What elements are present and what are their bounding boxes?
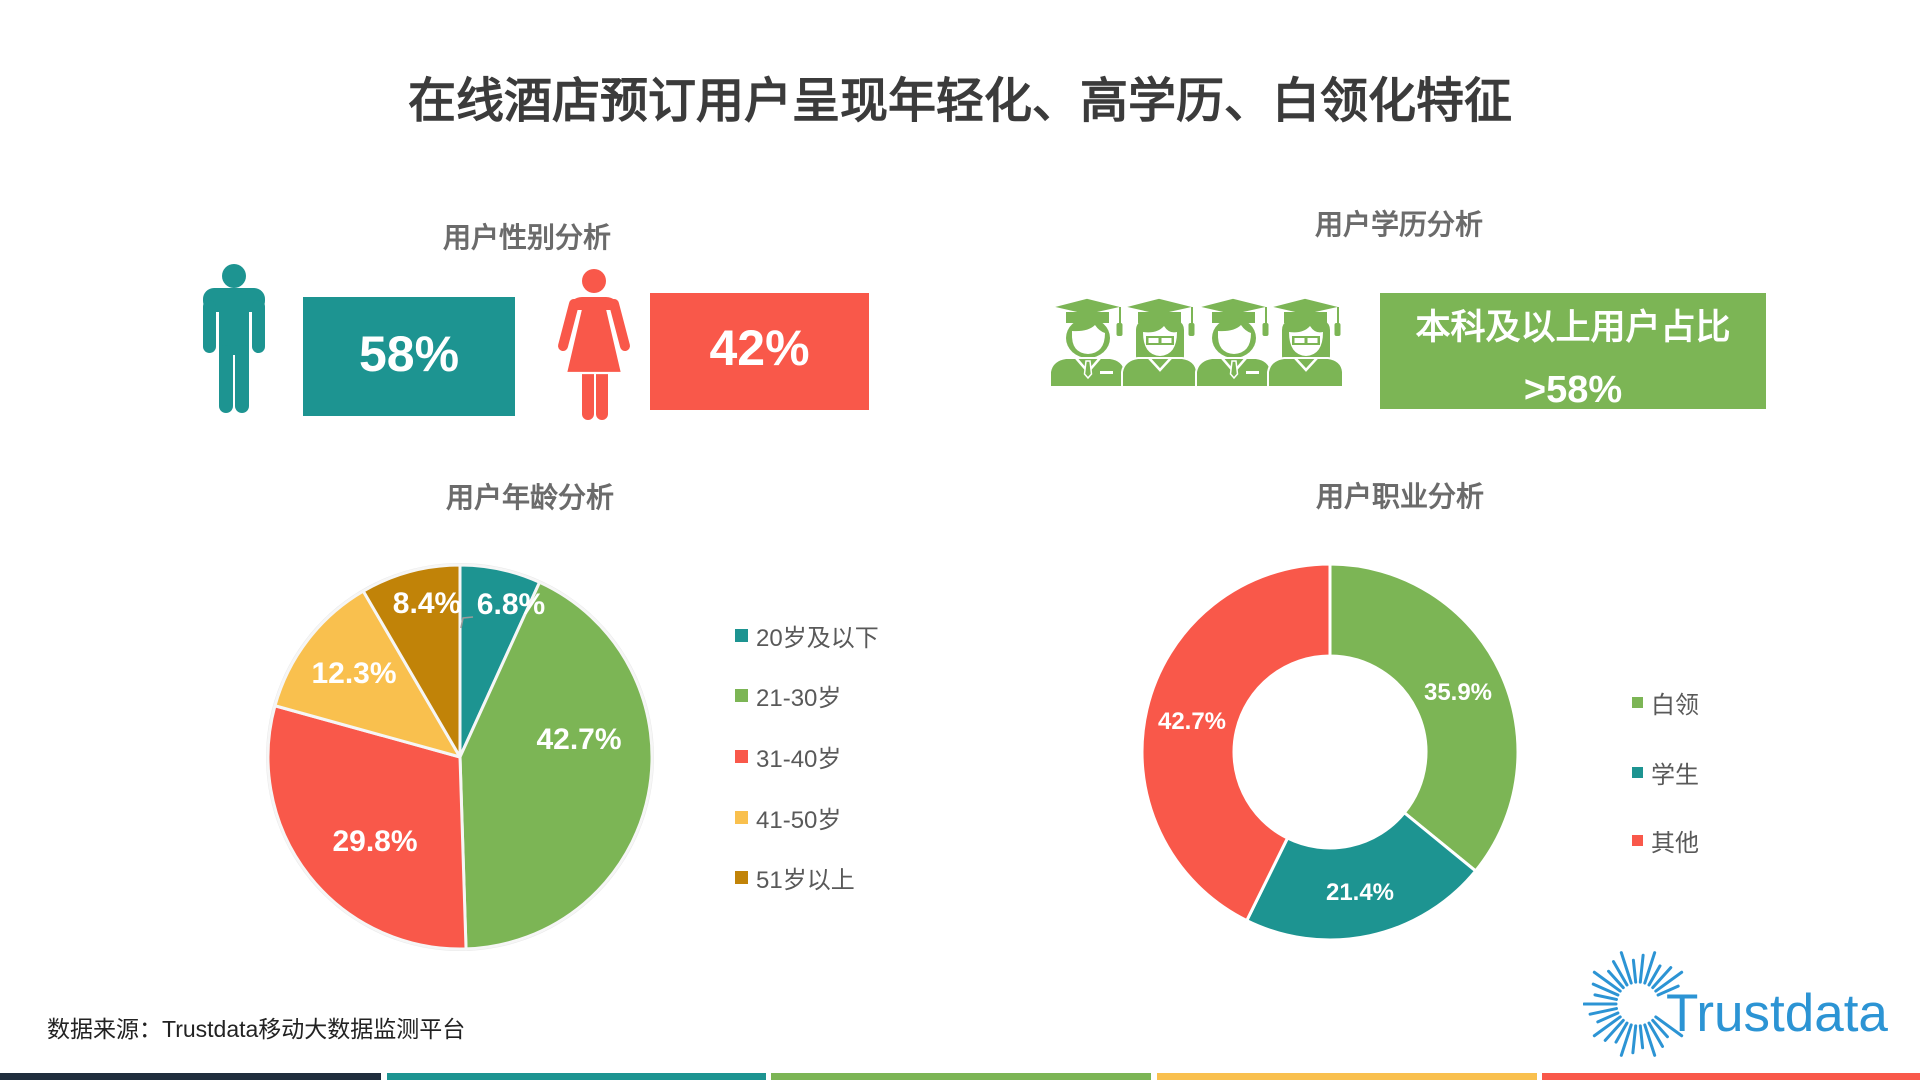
legend-swatch — [1632, 696, 1643, 708]
male-person-icon — [203, 264, 265, 413]
occupation-donut-chart — [1140, 562, 1520, 942]
female-share-box: 42% — [650, 293, 869, 410]
sunburst-ray — [1612, 960, 1629, 987]
legend-swatch — [735, 688, 748, 702]
graduates-icon — [1050, 296, 1345, 389]
sunburst-ray — [1638, 953, 1645, 984]
age-pie-slice — [361, 563, 462, 759]
legend-label: 31-40岁 — [756, 745, 842, 773]
age-pie-slice — [273, 589, 462, 759]
education-share-value: >58% — [1523, 369, 1623, 411]
sunburst-ray — [1607, 969, 1625, 990]
occupation-donut-slice — [1328, 562, 1520, 873]
sunburst-icon — [1583, 951, 1684, 1057]
education-share-label: 本科及以上用户占比 — [1415, 308, 1731, 347]
sunburst-ray — [1588, 1007, 1618, 1016]
legend-item: 学生 — [1632, 757, 1699, 789]
legend-swatch — [735, 870, 748, 884]
sunburst-ray — [1592, 970, 1622, 993]
occupation-slice-label: 42.7% — [1157, 708, 1227, 735]
sunburst-ray — [1631, 958, 1638, 984]
legend-item: 41-50岁 — [735, 802, 842, 834]
sunburst-ray — [1656, 984, 1680, 997]
sunburst-ray — [1651, 1018, 1669, 1039]
sunburst-ray — [1592, 1015, 1622, 1038]
footer-bar-segment — [1157, 1073, 1537, 1080]
legend-swatch — [735, 749, 748, 763]
sunburst-ray — [1631, 1024, 1638, 1055]
occupation-donut-slice — [1140, 562, 1332, 923]
label-leader-line — [460, 616, 474, 629]
male-share-box: 58% — [303, 297, 515, 416]
legend-swatch — [1632, 766, 1643, 778]
graduate-male-icon — [1050, 296, 1127, 389]
graduate-male-icon — [1194, 296, 1273, 389]
male-share-value: 58% — [358, 326, 460, 382]
footer-bar-segment — [1542, 1073, 1920, 1080]
age-chart-title: 用户年龄分析 — [445, 482, 614, 513]
occupation-donut-slices — [1140, 562, 1520, 942]
age-pie-slices — [266, 563, 654, 951]
legend-swatch — [1632, 834, 1643, 846]
age-slice-label: 29.8% — [332, 825, 418, 858]
occupation-slice-label: 21.4% — [1325, 879, 1395, 906]
graduate-female-icon — [1266, 296, 1345, 389]
legend-item: 20岁及以下 — [735, 620, 879, 652]
female-share-value: 42% — [709, 320, 810, 376]
legend-item: 31-40岁 — [735, 741, 842, 773]
legend-label: 21-30岁 — [756, 684, 842, 712]
legend-label: 20岁及以下 — [756, 624, 879, 652]
age-slice-label: 42.7% — [536, 723, 622, 756]
sunburst-ray — [1638, 1024, 1645, 1050]
legend-label: 51岁以上 — [756, 866, 855, 894]
sunburst-ray — [1619, 951, 1633, 985]
legend-label: 41-50岁 — [756, 806, 842, 834]
legend-item: 其他 — [1632, 825, 1699, 857]
age-slice-label: 12.3% — [311, 657, 397, 690]
legend-item: 白领 — [1632, 687, 1699, 719]
data-source-note: 数据来源：Trustdata移动大数据监测平台 — [47, 1016, 466, 1042]
education-section-title: 用户学历分析 — [1314, 209, 1483, 240]
age-pie-slice — [458, 580, 654, 951]
sunburst-ray — [1647, 964, 1662, 987]
footer-bar-segment — [771, 1073, 1151, 1080]
sunburst-ray — [1651, 966, 1673, 990]
sunburst-ray — [1614, 1021, 1629, 1044]
education-share-box: 本科及以上用户占比 >58% — [1380, 293, 1766, 411]
sunburst-ray — [1643, 1023, 1657, 1057]
sunburst-ray — [1647, 1021, 1664, 1048]
occupation-chart-title: 用户职业分析 — [1315, 481, 1484, 512]
sunburst-ray — [1596, 1011, 1620, 1024]
age-slice-label: 8.4% — [392, 587, 462, 620]
sunburst-ray — [1593, 993, 1618, 1001]
legend-swatch — [735, 628, 748, 642]
age-slice-label: 6.8% — [476, 588, 546, 621]
legend-swatch — [735, 810, 748, 824]
sunburst-ray — [1603, 1018, 1625, 1042]
sunburst-ray — [1643, 951, 1657, 985]
legend-item: 51岁以上 — [735, 862, 855, 894]
graduate-female-icon — [1120, 296, 1199, 389]
sunburst-ray — [1654, 1015, 1684, 1038]
page-title: 在线酒店预订用户呈现年轻化、高学历、白领化特征 — [407, 75, 1512, 128]
sunburst-ray — [1591, 982, 1620, 997]
occupation-slice-label: 35.9% — [1423, 679, 1493, 706]
occupation-donut-slice — [1245, 811, 1478, 942]
age-pie-chart — [266, 563, 654, 951]
sunburst-ray — [1619, 1023, 1633, 1057]
trustdata-logo: Trustdata — [1666, 984, 1888, 1043]
female-person-icon — [558, 269, 630, 420]
sunburst-ray — [1654, 970, 1684, 993]
legend-label: 白领 — [1651, 691, 1699, 719]
legend-label: 其他 — [1651, 829, 1699, 857]
gender-section-title: 用户性别分析 — [442, 222, 611, 253]
age-pie-slice — [266, 704, 468, 951]
footer-bar-segment — [387, 1073, 766, 1080]
legend-label: 学生 — [1651, 761, 1699, 789]
legend-item: 21-30岁 — [735, 680, 842, 712]
footer-bar-segment — [0, 1073, 381, 1080]
